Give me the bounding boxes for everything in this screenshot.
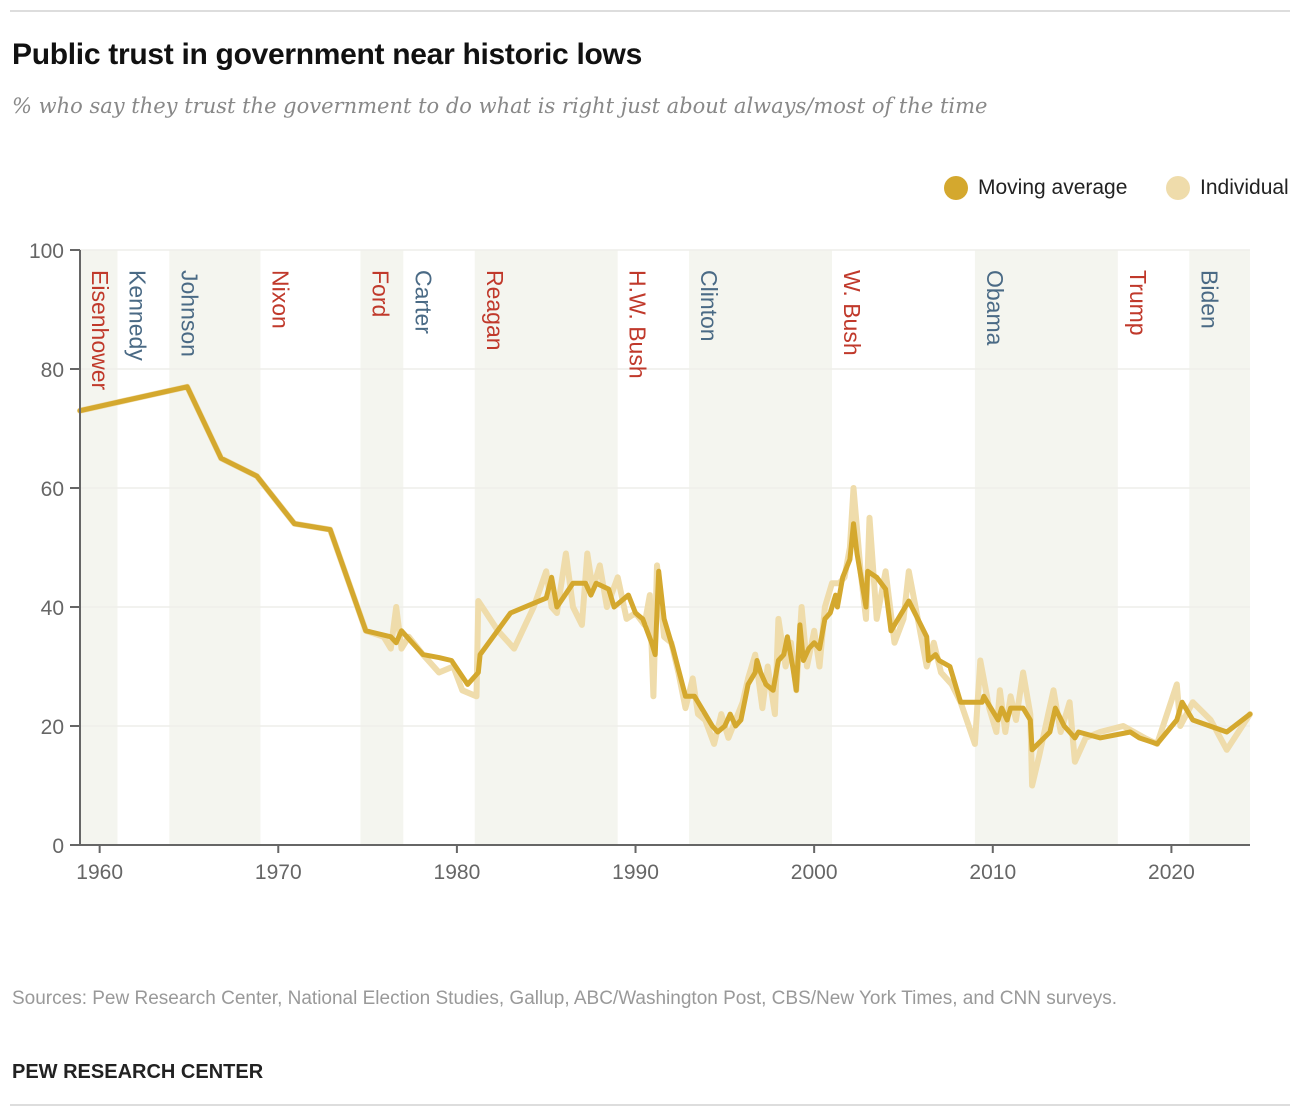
legend-swatch-moving-average bbox=[944, 176, 968, 200]
president-label: H.W. Bush bbox=[625, 270, 651, 379]
president-band bbox=[474, 250, 618, 845]
y-tick-label: 0 bbox=[52, 835, 64, 858]
president-band bbox=[360, 250, 404, 845]
chart-plot: Eisenhower Kennedy Johnson Nixon Ford Carter R… bbox=[29, 240, 1253, 884]
x-tick-label: 1960 bbox=[76, 861, 123, 884]
x-tick-label: 2010 bbox=[969, 861, 1016, 884]
x-tick-label: 1970 bbox=[255, 861, 302, 884]
president-label: Johnson bbox=[176, 270, 202, 357]
y-tick-label: 100 bbox=[29, 240, 64, 263]
president-label: Obama bbox=[982, 270, 1008, 346]
president-label: Carter bbox=[410, 270, 436, 334]
legend-label: Moving average bbox=[978, 176, 1128, 199]
president-band bbox=[169, 250, 261, 845]
top-rule bbox=[10, 10, 1290, 12]
president-label: Clinton bbox=[696, 270, 722, 342]
legend-label: Individual bbox=[1200, 176, 1289, 199]
bottom-rule bbox=[10, 1104, 1290, 1106]
x-tick-label: 2000 bbox=[791, 861, 838, 884]
x-tick-label: 1980 bbox=[434, 861, 481, 884]
president-label: Trump bbox=[1125, 270, 1151, 336]
y-tick-label: 40 bbox=[41, 597, 64, 620]
sources-note: Sources: Pew Research Center, National E… bbox=[12, 988, 1117, 1009]
president-label: Biden bbox=[1196, 270, 1222, 329]
brand-logo-text: PEW RESEARCH CENTER bbox=[12, 1061, 264, 1083]
chart-title: Public trust in government near historic… bbox=[12, 38, 642, 71]
legend-individual: Individual bbox=[1166, 176, 1289, 200]
president-label: Ford bbox=[367, 270, 393, 317]
y-tick-label: 20 bbox=[41, 716, 64, 739]
legend-swatch-individual bbox=[1166, 176, 1190, 200]
legend-moving-average: Moving average bbox=[944, 176, 1127, 200]
president-label: Reagan bbox=[482, 270, 508, 351]
series-line-individual bbox=[77, 383, 1253, 789]
president-label: W. Bush bbox=[839, 270, 865, 356]
series-line-moving-average bbox=[77, 384, 1253, 753]
president-band bbox=[974, 250, 1118, 845]
x-tick-label: 2020 bbox=[1148, 861, 1195, 884]
president-label: Nixon bbox=[267, 270, 293, 329]
president-label: Eisenhower bbox=[87, 270, 113, 391]
president-band bbox=[1189, 250, 1250, 845]
y-tick-label: 60 bbox=[41, 478, 64, 501]
x-tick-label: 1990 bbox=[612, 861, 659, 884]
president-band bbox=[80, 250, 118, 845]
chart-subtitle: % who say they trust the government to d… bbox=[12, 94, 988, 118]
y-tick-label: 80 bbox=[41, 359, 64, 382]
president-label: Kennedy bbox=[125, 270, 151, 361]
